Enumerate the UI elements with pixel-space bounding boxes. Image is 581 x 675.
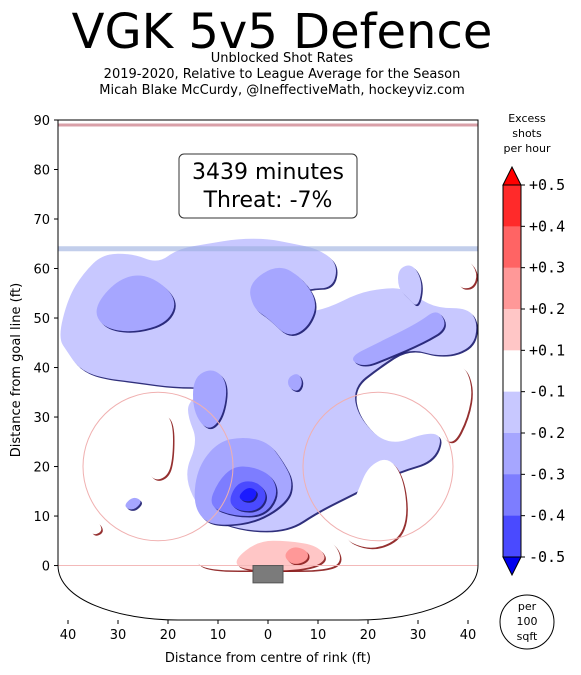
colorbar-tick-label: +0.1 — [529, 341, 565, 359]
x-axis-label: Distance from centre of rink (ft) — [165, 651, 371, 666]
region-15 — [145, 415, 173, 480]
y-tick-label: 0 — [42, 560, 50, 575]
y-tick-label: 10 — [33, 510, 50, 525]
colorbar-tick-label: -0.5 — [529, 548, 565, 566]
goal-net — [252, 565, 284, 584]
x-tick-label: 40 — [60, 628, 77, 643]
colorbar-segment — [503, 391, 521, 434]
region-6 — [288, 374, 302, 391]
x-tick-label: 40 — [460, 628, 477, 643]
colorbar-tick-label: +0.4 — [529, 217, 565, 235]
heat-regions — [60, 238, 478, 572]
x-tick-label: 10 — [210, 628, 227, 643]
axes: 40 30 20 10 0 10 20 30 40 0 10 20 30 40 50 60 70 80 90 — [33, 114, 476, 643]
colorbar-frame — [502, 184, 522, 558]
x-tick-label: 10 — [310, 628, 327, 643]
chart-subtitle-3: Micah Blake McCurdy, @IneffectiveMath, h… — [99, 83, 465, 98]
colorbar-segment — [503, 474, 521, 517]
rink-border — [57, 119, 479, 621]
chart-subtitle-2: 2019-2020, Relative to League Average fo… — [103, 67, 461, 82]
region-1 — [398, 265, 422, 305]
colorbar-tick-label: +0.2 — [529, 300, 565, 318]
x-tick-label: 20 — [160, 628, 177, 643]
colorbar-tick-label: +0.3 — [529, 259, 565, 277]
colorbar-segment — [503, 309, 521, 351]
region-5 — [193, 370, 227, 428]
region-3 — [250, 267, 315, 335]
y-tick-label: 40 — [33, 362, 50, 377]
region-16 — [454, 260, 477, 289]
rink-markings — [57, 119, 479, 621]
faceoff-circle-right — [302, 391, 454, 542]
region-11 — [239, 487, 257, 502]
colorbar-tick-label: -0.4 — [529, 507, 565, 525]
region-14 — [412, 364, 472, 442]
annotation-minutes: 3439 minutes — [192, 160, 344, 185]
y-tick-label: 90 — [33, 114, 50, 129]
y-tick-label: 70 — [33, 213, 50, 228]
unit-badge-1: per — [518, 600, 537, 613]
colorbar-tick-label: +0.5 — [529, 176, 565, 194]
region-19 — [285, 547, 308, 564]
colorbar-segment — [503, 267, 521, 310]
faceoff-circle-left — [82, 391, 234, 542]
chart-title: VGK 5v5 Defence — [71, 4, 493, 60]
summary-annotation: 3439 minutes Threat: -7% — [178, 153, 358, 219]
region-2 — [96, 275, 175, 332]
x-tick-label: 30 — [410, 628, 427, 643]
region-17 — [89, 522, 102, 535]
region-13 — [344, 459, 407, 548]
region-8 — [125, 497, 141, 510]
y-axis-label: Distance from goal line (ft) — [9, 283, 24, 457]
x-tick-label: 20 — [360, 628, 377, 643]
unit-badge: per 100 sqft — [499, 594, 555, 650]
x-tick-label: 30 — [110, 628, 127, 643]
colorbar-segment — [503, 226, 521, 269]
region-4 — [353, 312, 445, 366]
colorbar-tick-label: -0.2 — [529, 424, 565, 442]
colorbar-segment — [503, 515, 521, 558]
y-tick-label: 80 — [33, 164, 50, 179]
colorbar-title-1: Excess — [508, 112, 546, 125]
y-tick-label: 30 — [33, 411, 50, 426]
y-tick-label: 20 — [33, 461, 50, 476]
annotation-threat: Threat: -7% — [203, 188, 333, 213]
y-tick-label: 60 — [33, 263, 50, 278]
chart-subtitle-1: Unblocked Shot Rates — [210, 51, 354, 66]
colorbar-segment — [503, 433, 521, 475]
colorbar-tick-label: -0.3 — [529, 465, 565, 483]
colorbar-under-arrow — [502, 556, 522, 577]
colorbar-segment — [503, 185, 521, 227]
colorbar-segment — [503, 350, 521, 393]
colorbar-title-3: per hour — [504, 142, 551, 155]
unit-badge-3: sqft — [517, 630, 538, 643]
colorbar-title: Excess shots per hour — [504, 112, 551, 155]
unit-badge-2: 100 — [517, 615, 538, 628]
colorbar-tick-label: -0.1 — [529, 383, 565, 401]
x-tick-label: 0 — [264, 628, 272, 643]
y-tick-label: 50 — [33, 312, 50, 327]
colorbar-title-2: shots — [512, 127, 542, 140]
colorbar: -0.5 -0.4 -0.3 -0.2 -0.1 +0.1 +0.2 +0.3 +0.4 +0.5 — [502, 165, 565, 577]
colorbar-over-arrow — [502, 165, 522, 186]
